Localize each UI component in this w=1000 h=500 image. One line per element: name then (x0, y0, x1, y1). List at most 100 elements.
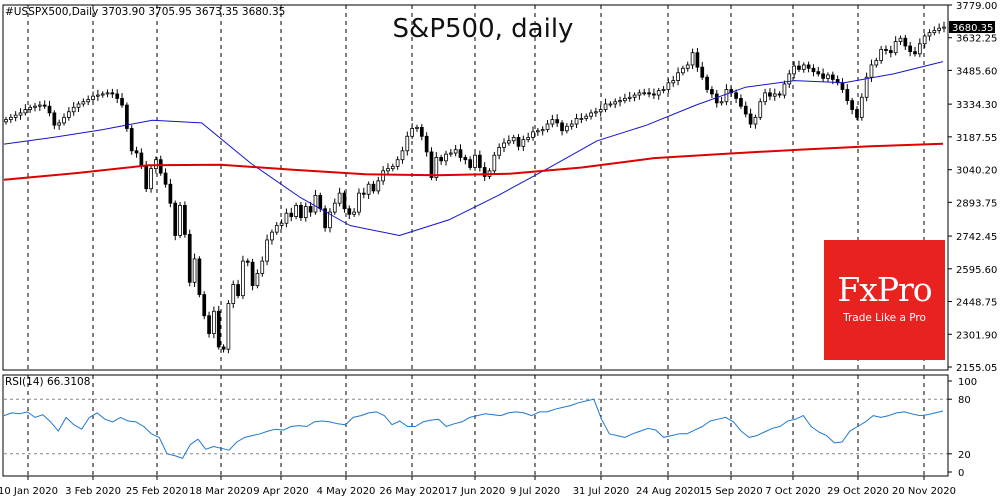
candle-body (202, 294, 207, 317)
x-tick-label: 24 Aug 2020 (636, 486, 700, 497)
candle-body (850, 100, 854, 110)
candle-body (71, 106, 76, 113)
x-tick-label: 18 Mar 2020 (189, 486, 252, 497)
rsi-tick-label: 20 (958, 450, 971, 461)
candle-body (270, 231, 274, 241)
y-tick-label: 2595.60 (956, 265, 997, 276)
candle-body (768, 92, 772, 97)
rsi-pane (3, 398, 948, 459)
candle-body (415, 126, 419, 129)
x-tick-label: 25 Feb 2020 (126, 486, 188, 497)
candle-body (521, 139, 526, 147)
candle-body (671, 80, 676, 84)
candle-body (502, 142, 506, 148)
candle-body (893, 41, 898, 54)
y-tick-label: 2448.75 (956, 298, 997, 309)
candle-body (685, 64, 690, 69)
candle-body (386, 168, 390, 172)
y-tick-label: 3334.30 (956, 100, 997, 111)
candle-body (739, 98, 743, 107)
candle-body (173, 202, 178, 236)
candle-body (42, 104, 47, 107)
candle-body (792, 65, 796, 75)
candle-body (511, 137, 516, 142)
candle-body (574, 118, 579, 125)
ma-blue-line (3, 61, 944, 236)
candle-body (463, 157, 468, 161)
rsi-line (3, 398, 944, 459)
candle-body (323, 208, 327, 229)
candle-body (652, 93, 656, 96)
candle-body (212, 310, 216, 334)
candle-body (8, 116, 13, 120)
candle-body (927, 32, 932, 37)
candle-body (497, 147, 502, 156)
candle-body (801, 64, 806, 70)
candle-body (250, 261, 255, 287)
candle-body (830, 74, 835, 80)
candle-body (434, 157, 439, 178)
candle-body (439, 157, 444, 162)
candle-body (13, 114, 18, 118)
candle-body (318, 194, 323, 210)
candle-body (913, 51, 917, 55)
candle-body (120, 98, 124, 106)
candle-body (52, 112, 57, 126)
candle-body (811, 67, 816, 73)
candle-body (724, 89, 729, 103)
candle-body (231, 284, 236, 304)
rsi-tick-label: 0 (958, 468, 964, 479)
candle-body (163, 172, 168, 185)
candle-body (506, 140, 511, 144)
candle-body (405, 135, 410, 152)
y-tick-label: 3779.00 (956, 1, 997, 12)
candle-body (594, 111, 598, 114)
candle-body (187, 233, 192, 283)
candle-body (342, 192, 347, 210)
x-tick-label: 7 Oct 2020 (765, 486, 820, 497)
candle-body (719, 101, 724, 104)
price-pane-border (2, 4, 949, 371)
candle-body (516, 137, 521, 147)
candle-body (429, 151, 434, 178)
candle-body (753, 116, 758, 125)
candle-body (105, 92, 110, 95)
y-tick-label: 3040.20 (956, 166, 997, 177)
candle-body (598, 109, 603, 113)
candle-body (884, 48, 888, 51)
last-price-label: 3680.35 (952, 23, 993, 34)
candle-body (772, 93, 777, 97)
candle-body (777, 93, 782, 96)
candle-body (129, 128, 134, 152)
candle-body (400, 150, 405, 161)
candle-body (67, 111, 71, 118)
candle-body (748, 113, 753, 125)
y-tick-label: 2301.90 (956, 330, 997, 341)
candle-body (942, 26, 946, 29)
candle-body (482, 167, 487, 177)
candle-body (618, 100, 622, 103)
brand-logo: FxPro Trade Like a Pro (824, 240, 945, 360)
candle-body (47, 105, 52, 114)
candle-body (149, 168, 153, 190)
candle-body (584, 115, 589, 119)
candle-body (526, 137, 531, 141)
candle-body (96, 94, 100, 97)
candle-body (57, 122, 62, 126)
candle-body (903, 37, 908, 47)
rsi-header: RSI(14) 66.3108 (5, 376, 90, 388)
candle-body (289, 212, 294, 217)
candle-body (332, 202, 337, 213)
candle-body (255, 272, 260, 287)
candle-body (284, 212, 289, 224)
x-tick-label: 15 Sep 2020 (699, 486, 762, 497)
candle-body (328, 211, 332, 229)
candle-body (361, 192, 366, 195)
candle-body (734, 92, 738, 99)
y-tick-label: 2155.05 (956, 363, 997, 374)
candle-body (743, 105, 748, 115)
candle-body (424, 135, 429, 153)
candle-body (797, 65, 801, 70)
candle-body (623, 98, 627, 102)
